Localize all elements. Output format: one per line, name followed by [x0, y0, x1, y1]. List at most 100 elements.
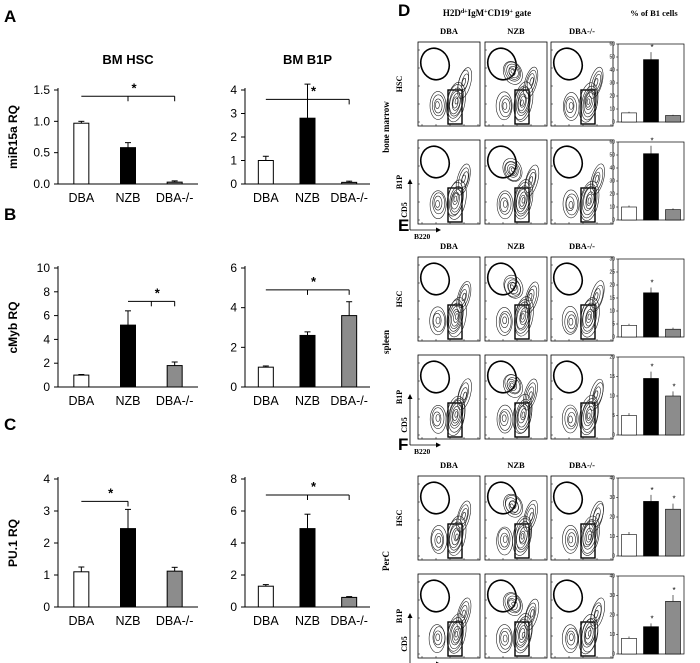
plot-frame: [484, 354, 548, 440]
contour-line: [590, 597, 606, 630]
contour-line: [456, 281, 472, 313]
y-tick-label: 30: [609, 179, 615, 185]
b2-gate: [580, 304, 596, 340]
y-tick-label: 20: [609, 613, 615, 619]
contour-line: [432, 411, 442, 427]
y-tick-label: 5: [612, 413, 615, 419]
y-tick-label: 10: [609, 205, 615, 211]
y-tick-label: 1: [43, 568, 50, 582]
category-label: DBA-/-: [156, 614, 194, 628]
y-tick-label: 4: [230, 301, 237, 315]
y-tick-label: 0: [612, 554, 615, 560]
contour-line: [454, 98, 459, 105]
contour-line: [524, 281, 540, 314]
contour-line: [592, 288, 601, 305]
bar: [643, 153, 659, 221]
significance-star: *: [672, 495, 675, 504]
contour-line: [432, 192, 445, 215]
category-label: NZB: [295, 191, 320, 205]
contour-line: [503, 374, 523, 398]
contour-line: [457, 504, 469, 529]
contour-line: [433, 195, 443, 211]
contour-line: [563, 92, 580, 121]
column-header: DBA-/-: [569, 26, 595, 36]
column-header: DBA-/-: [569, 460, 595, 470]
contour-line: [499, 411, 509, 427]
contour-line: [510, 284, 514, 290]
bar: [299, 528, 316, 608]
panel-d: D DBA NZB DBA-/- bone marrow HSC 0 10 20 30 40 50 60…: [381, 1, 685, 241]
contour-line: [454, 411, 458, 418]
plot-frame: [550, 139, 614, 225]
bar: [643, 292, 659, 338]
percent-bar-chart: 0 10 20 30 40 * *: [609, 476, 685, 560]
contour-line: [452, 625, 461, 644]
contour-line: [508, 599, 516, 608]
contour-line: [568, 535, 574, 544]
y-tick-label: 30: [609, 257, 615, 263]
contour-line: [446, 82, 466, 123]
b1-gate: [486, 579, 518, 613]
y-tick-label: 4: [230, 536, 237, 550]
bar: [665, 115, 681, 123]
percent-bar-chart: 0 5 10 15 20 * *: [609, 355, 685, 439]
panel-letter: D: [398, 1, 410, 20]
contour-line: [504, 61, 522, 82]
contour-line: [515, 301, 531, 331]
arrow-head: [436, 442, 441, 448]
contour-plot: [550, 475, 614, 561]
bar: [665, 328, 681, 338]
contour-line: [592, 507, 601, 524]
b1-gate: [486, 360, 518, 394]
bar: [166, 570, 183, 608]
category-label: DBA: [68, 394, 94, 408]
contour-line: [461, 511, 466, 521]
significance-star: *: [311, 274, 317, 289]
contour-line: [457, 382, 469, 407]
contour-line: [594, 78, 599, 87]
contour-line: [459, 387, 468, 404]
contour-line: [460, 508, 468, 525]
contour-line: [582, 523, 595, 548]
contour-line: [504, 374, 522, 395]
bar: [643, 59, 659, 123]
contour-line: [525, 285, 538, 310]
contour-line: [581, 302, 597, 332]
bar: [665, 508, 681, 557]
significance-star: *: [131, 80, 137, 95]
category-label: NZB: [116, 614, 141, 628]
contour-line: [580, 299, 598, 334]
panel-e: E DBA NZB DBA-/- spleen HSC 0 5 10 15 20 25 30 * B1P CD…: [381, 216, 685, 456]
y-tick-label: 60: [609, 42, 615, 48]
contour-line: [452, 193, 459, 205]
contour-line: [456, 597, 472, 630]
contour-line: [519, 530, 526, 543]
contour-line: [581, 401, 596, 430]
contour-line: [495, 307, 513, 336]
contour-line: [565, 196, 575, 212]
column-header: NZB: [507, 460, 525, 470]
percent-bar-chart: 0 10 20 30 40 * *: [609, 574, 685, 658]
tissue-label: PerC: [381, 551, 391, 571]
contour-line: [568, 415, 573, 424]
y-tick-label: 2: [230, 340, 237, 354]
y-tick-label: 6: [230, 261, 237, 275]
contour-line: [508, 67, 516, 76]
contour-line: [568, 201, 574, 209]
y-tick-label: 0: [230, 177, 237, 191]
bar: [341, 181, 358, 185]
contour-line: [528, 176, 533, 185]
contour-line: [432, 626, 446, 649]
contour-line: [461, 73, 469, 90]
significance-star: *: [650, 614, 653, 623]
significance-star: *: [650, 486, 653, 495]
contour-plot: [417, 41, 481, 127]
contour-line: [429, 190, 447, 219]
contour-line: [434, 533, 444, 548]
category-label: NZB: [295, 614, 320, 628]
contour-line: [585, 308, 594, 327]
contour-line: [561, 305, 579, 335]
category-label: DBA-/-: [330, 394, 368, 408]
contour-line: [461, 174, 466, 184]
flow-row: HSC 0 5 10 15 20 25 30 *: [395, 256, 685, 342]
